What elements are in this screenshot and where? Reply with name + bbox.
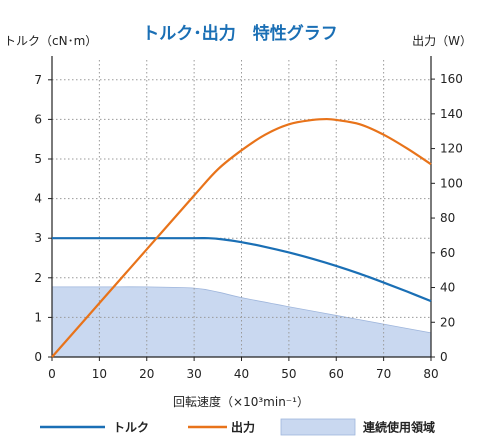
x-tick-label: 70 xyxy=(376,367,391,381)
y-right-tick-label: 120 xyxy=(440,142,463,156)
chart-title: トルク･出力 特性グラフ xyxy=(142,23,338,44)
torque-line xyxy=(51,237,432,303)
legend: トルク 出力 連続使用領域 xyxy=(40,418,435,436)
y-right-tick-label: 40 xyxy=(440,281,455,295)
y-right-tick-label: 80 xyxy=(440,211,455,225)
y-left-tick-label: 4 xyxy=(34,192,42,206)
x-tick-label: 30 xyxy=(186,367,201,381)
y-left-axis-title: トルク（cN･m） xyxy=(4,34,97,48)
y-left-tick-label: 7 xyxy=(34,73,42,87)
x-tick-label: 10 xyxy=(92,367,107,381)
y-right-tick-label: 0 xyxy=(440,350,448,364)
x-axis-title: 回転速度（×10³min⁻¹） xyxy=(173,394,309,409)
y-left-tick-label: 3 xyxy=(34,231,42,245)
y-left-tick-label: 0 xyxy=(34,350,42,364)
y-left-tick-label: 1 xyxy=(34,310,42,324)
y-right-tick-label: 140 xyxy=(440,107,463,121)
legend-label: 連続使用領域 xyxy=(363,420,435,435)
x-tick-label: 0 xyxy=(48,367,56,381)
y-right-tick-label: 100 xyxy=(440,176,463,190)
x-tick-label: 20 xyxy=(139,367,154,381)
x-tick-label: 50 xyxy=(281,367,296,381)
x-tick-label: 80 xyxy=(423,367,438,381)
y-left-tick-label: 5 xyxy=(34,152,42,166)
x-tick-label: 60 xyxy=(329,367,344,381)
power-line xyxy=(51,117,432,358)
y-left-tick-label: 2 xyxy=(34,271,42,285)
y-left-tick-label: 6 xyxy=(34,112,42,126)
y-right-axis-title: 出力（W） xyxy=(412,34,472,48)
y-right-tick-label: 160 xyxy=(440,72,463,86)
x-tick-label: 40 xyxy=(234,367,249,381)
plot-area: 0 10 20 30 40 50 60 70 8001234567020406080100120… xyxy=(34,56,463,381)
legend-swatch-continuous-use xyxy=(280,418,356,436)
y-right-tick-label: 20 xyxy=(440,315,455,329)
legend-label: 出力 xyxy=(231,420,255,435)
y-right-tick-label: 60 xyxy=(440,246,455,260)
legend-label: トルク xyxy=(113,421,149,435)
